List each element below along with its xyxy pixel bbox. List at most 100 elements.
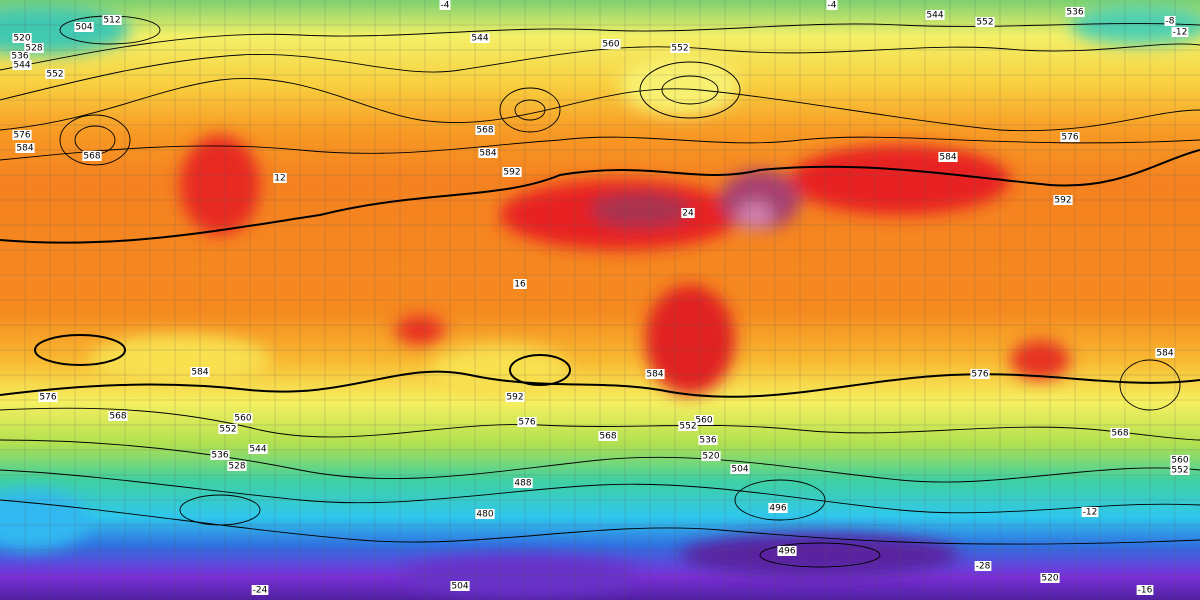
contour-label: -28 — [976, 562, 991, 572]
contour-label: 584 — [191, 368, 208, 378]
contour-label: 552 — [679, 422, 696, 432]
label-background — [1081, 507, 1099, 517]
label-background — [1060, 132, 1080, 142]
label-background — [670, 43, 690, 53]
contour-label: -4 — [828, 1, 837, 11]
label-background — [475, 509, 495, 519]
contour-label: 504 — [731, 465, 748, 475]
contour-label: 544 — [471, 34, 488, 44]
contour-label: 560 — [1171, 456, 1188, 466]
contour-label: 480 — [476, 510, 493, 520]
contour-label: 536 — [211, 451, 228, 461]
contour-label: -4 — [441, 1, 450, 11]
label-background — [233, 413, 253, 423]
label-background — [478, 148, 498, 158]
contour-label: 560 — [695, 416, 712, 426]
contour-label: 544 — [249, 445, 266, 455]
contour-label: 584 — [16, 144, 33, 154]
label-background — [248, 444, 268, 454]
contour-label: 552 — [1171, 466, 1188, 476]
contour-label: 560 — [234, 414, 251, 424]
label-background — [15, 143, 35, 153]
label-background — [1170, 465, 1190, 475]
label-background — [475, 125, 495, 135]
label-background — [1136, 585, 1154, 595]
label-background — [502, 167, 522, 177]
contour-label: 568 — [109, 412, 126, 422]
label-background — [470, 33, 490, 43]
contour-label: 528 — [228, 462, 245, 472]
contour-label: 552 — [976, 18, 993, 28]
label-background — [1110, 428, 1130, 438]
contour-label: 576 — [1061, 133, 1078, 143]
label-background — [273, 173, 287, 183]
contour-label: -8 — [1166, 17, 1175, 27]
label-background — [24, 43, 44, 53]
contour-label: 496 — [778, 547, 795, 557]
label-background — [974, 561, 992, 571]
label-background — [505, 392, 525, 402]
label-background — [1170, 455, 1190, 465]
contour-label: -12 — [1173, 28, 1188, 38]
label-background — [777, 546, 797, 556]
label-background — [701, 451, 721, 461]
label-background — [970, 369, 990, 379]
contour-label: 536 — [1066, 8, 1083, 18]
contour-label: 512 — [103, 16, 120, 26]
contour-label: 576 — [39, 393, 56, 403]
contour-label: 488 — [514, 479, 531, 489]
label-background — [768, 503, 788, 513]
label-background — [102, 15, 122, 25]
contour-label: 520 — [702, 452, 719, 462]
contour-label: 592 — [506, 393, 523, 403]
contour-label: 24 — [682, 209, 694, 219]
label-background — [1065, 7, 1085, 17]
contour-label: -24 — [253, 586, 268, 596]
label-background — [826, 0, 838, 10]
contour-label: 520 — [13, 34, 30, 44]
label-background — [645, 369, 665, 379]
label-background — [1171, 27, 1189, 37]
contour-label: 552 — [219, 425, 236, 435]
label-background — [74, 22, 94, 32]
contour-label: 584 — [1156, 349, 1173, 359]
label-background — [513, 279, 527, 289]
contour-label: 576 — [971, 370, 988, 380]
contour-label: 560 — [602, 40, 619, 50]
label-background — [1053, 195, 1073, 205]
contour-label: 552 — [46, 70, 63, 80]
label-background — [975, 17, 995, 27]
label-background — [82, 151, 102, 161]
label-background — [513, 478, 533, 488]
label-background — [1164, 16, 1176, 26]
contour-label: 536 — [11, 52, 28, 62]
label-background — [108, 411, 128, 421]
contour-label: 568 — [599, 432, 616, 442]
label-background — [12, 130, 32, 140]
contour-label: -16 — [1138, 586, 1153, 596]
contour-label: 576 — [13, 131, 30, 141]
label-background — [1040, 573, 1060, 583]
label-background — [218, 424, 238, 434]
contour-label: 16 — [514, 280, 526, 290]
label-background — [12, 33, 32, 43]
label-background — [694, 415, 714, 425]
label-background — [938, 152, 958, 162]
label-background — [450, 581, 470, 591]
contour-label: 504 — [75, 23, 92, 33]
label-background — [678, 421, 698, 431]
contour-label: 584 — [646, 370, 663, 380]
label-background — [190, 367, 210, 377]
contour-label: 528 — [25, 44, 42, 54]
label-background — [517, 417, 537, 427]
contour-label: 552 — [671, 44, 688, 54]
label-background — [681, 208, 695, 218]
label-background — [38, 392, 58, 402]
contour-label: 520 — [1041, 574, 1058, 584]
label-background — [601, 39, 621, 49]
label-background — [12, 60, 32, 70]
contour-label: 496 — [769, 504, 786, 514]
contour-label: -12 — [1083, 508, 1098, 518]
